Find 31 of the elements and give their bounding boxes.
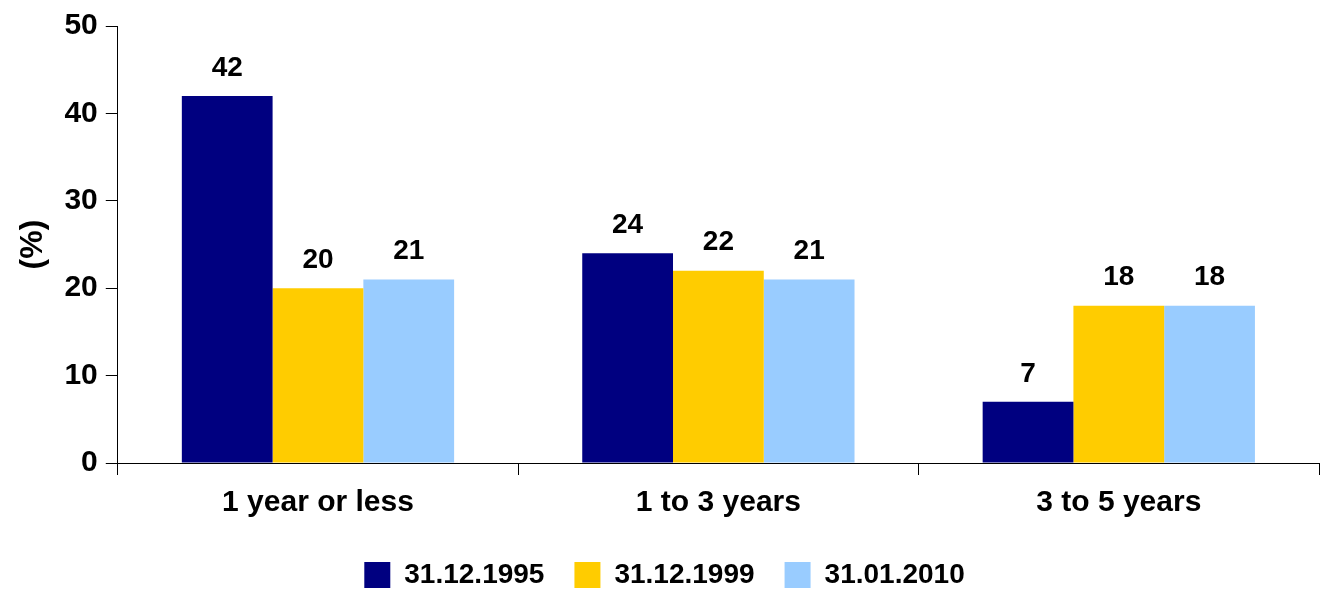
data-label: 21 — [793, 234, 825, 266]
data-label: 20 — [302, 242, 334, 274]
bar — [582, 253, 674, 463]
y-tick-label: 0 — [81, 444, 98, 478]
bar — [982, 401, 1074, 463]
y-axis-title: (%) — [13, 219, 50, 270]
data-label: 42 — [211, 50, 243, 82]
data-label: 18 — [1193, 260, 1226, 292]
bar — [272, 288, 364, 463]
data-label: 18 — [1103, 260, 1135, 292]
y-tick-label: 50 — [64, 7, 98, 41]
x-tick-label: 3 to 5 years — [1036, 484, 1202, 518]
bar — [763, 279, 855, 463]
bar — [1164, 305, 1255, 463]
bar — [181, 95, 273, 463]
x-tick-label: 1 year or less — [222, 484, 414, 518]
y-tick-label: 30 — [64, 182, 98, 216]
legend-label: 31.12.1999 — [614, 557, 755, 589]
legend-label: 31.12.1995 — [404, 557, 545, 589]
data-label: 7 — [1020, 356, 1036, 388]
bar — [673, 270, 764, 463]
x-tick-label: 1 to 3 years — [635, 484, 801, 518]
y-tick-label: 40 — [64, 94, 98, 128]
bar — [1073, 305, 1165, 463]
data-label: 21 — [393, 234, 425, 266]
y-tick-label: 20 — [64, 269, 98, 303]
legend-label: 31.01.2010 — [824, 557, 965, 589]
data-label: 22 — [702, 225, 734, 257]
bar — [363, 279, 455, 463]
data-label: 24 — [612, 207, 644, 239]
y-tick-label: 10 — [64, 356, 98, 390]
